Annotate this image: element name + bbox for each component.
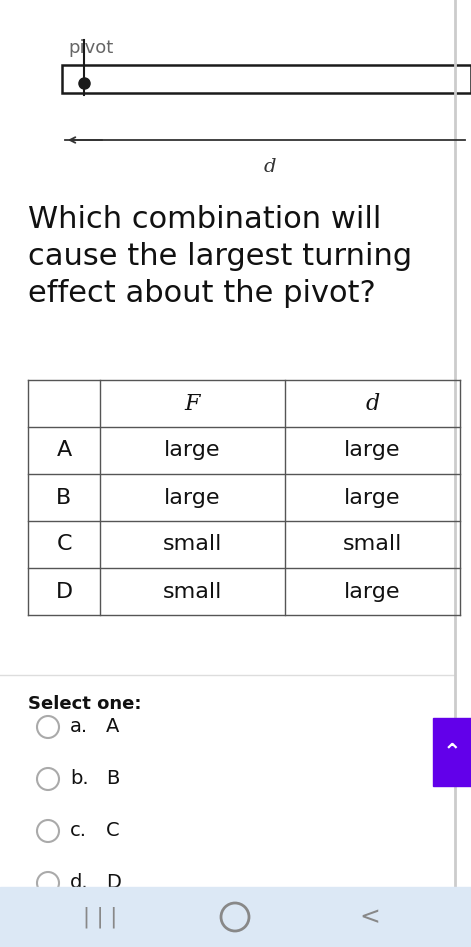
Text: pivot: pivot (68, 39, 113, 57)
Circle shape (37, 820, 59, 842)
Circle shape (37, 768, 59, 790)
Text: d: d (365, 392, 380, 415)
Text: d: d (264, 158, 276, 176)
Circle shape (37, 872, 59, 894)
Text: large: large (344, 581, 401, 601)
Bar (62, 65, 471, 93)
Text: ⌃: ⌃ (443, 742, 461, 762)
Text: F: F (185, 392, 200, 415)
Text: b.: b. (70, 770, 89, 789)
Text: small: small (343, 534, 402, 555)
Text: large: large (344, 440, 401, 460)
Text: c.: c. (70, 821, 87, 841)
Text: A: A (57, 440, 72, 460)
Text: | | |: | | | (83, 906, 117, 928)
Text: Which combination will
cause the largest turning
effect about the pivot?: Which combination will cause the largest… (28, 205, 412, 308)
Text: B: B (57, 488, 72, 508)
Text: D: D (56, 581, 73, 601)
Text: C: C (106, 821, 120, 841)
Text: small: small (163, 581, 222, 601)
Text: A: A (106, 718, 119, 737)
Text: D: D (106, 873, 121, 892)
Bar (0, 887, 471, 947)
Text: small: small (163, 534, 222, 555)
Circle shape (37, 716, 59, 738)
Text: large: large (164, 488, 221, 508)
Text: large: large (164, 440, 221, 460)
Text: B: B (106, 770, 119, 789)
Text: a.: a. (70, 718, 88, 737)
Text: Select one:: Select one: (28, 695, 141, 713)
Text: <: < (359, 905, 381, 929)
Text: d.: d. (70, 873, 89, 892)
Text: large: large (344, 488, 401, 508)
Bar (433, 718, 471, 786)
Text: C: C (56, 534, 72, 555)
